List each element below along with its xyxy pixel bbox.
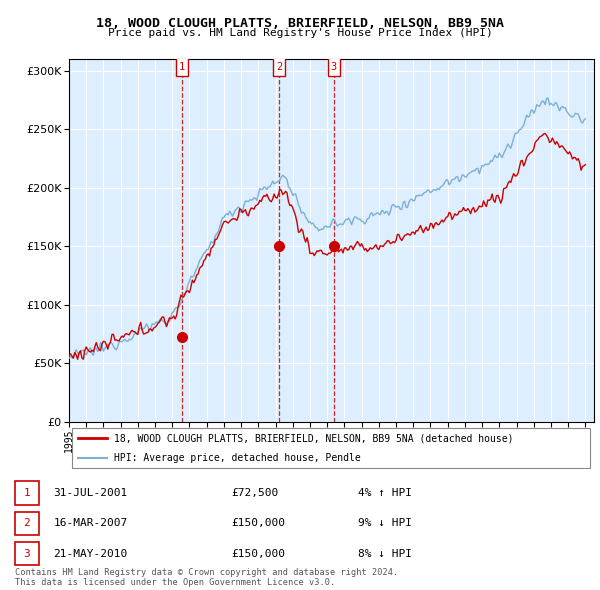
FancyBboxPatch shape	[273, 57, 285, 76]
FancyBboxPatch shape	[15, 512, 39, 535]
Text: £150,000: £150,000	[231, 549, 285, 559]
FancyBboxPatch shape	[176, 57, 188, 76]
Text: £72,500: £72,500	[231, 489, 278, 498]
Text: £150,000: £150,000	[231, 519, 285, 529]
Text: 9% ↓ HPI: 9% ↓ HPI	[358, 519, 412, 529]
Text: Price paid vs. HM Land Registry's House Price Index (HPI): Price paid vs. HM Land Registry's House …	[107, 28, 493, 38]
Text: 4% ↑ HPI: 4% ↑ HPI	[358, 489, 412, 498]
Text: 16-MAR-2007: 16-MAR-2007	[53, 519, 128, 529]
FancyBboxPatch shape	[328, 57, 340, 76]
Text: HPI: Average price, detached house, Pendle: HPI: Average price, detached house, Pend…	[113, 453, 361, 463]
Text: Contains HM Land Registry data © Crown copyright and database right 2024.: Contains HM Land Registry data © Crown c…	[15, 568, 398, 577]
Text: 1: 1	[179, 62, 185, 72]
Text: 3: 3	[23, 549, 31, 559]
Text: 1: 1	[23, 489, 31, 498]
FancyBboxPatch shape	[71, 428, 590, 468]
Text: 21-MAY-2010: 21-MAY-2010	[53, 549, 128, 559]
Text: This data is licensed under the Open Government Licence v3.0.: This data is licensed under the Open Gov…	[15, 578, 335, 588]
Text: 2: 2	[276, 62, 282, 72]
Text: 2: 2	[23, 519, 31, 529]
Text: 18, WOOD CLOUGH PLATTS, BRIERFIELD, NELSON, BB9 5NA: 18, WOOD CLOUGH PLATTS, BRIERFIELD, NELS…	[96, 17, 504, 30]
FancyBboxPatch shape	[15, 542, 39, 565]
Text: 3: 3	[331, 62, 337, 72]
FancyBboxPatch shape	[15, 481, 39, 505]
Text: 31-JUL-2001: 31-JUL-2001	[53, 489, 128, 498]
Text: 18, WOOD CLOUGH PLATTS, BRIERFIELD, NELSON, BB9 5NA (detached house): 18, WOOD CLOUGH PLATTS, BRIERFIELD, NELS…	[113, 433, 513, 443]
Text: 8% ↓ HPI: 8% ↓ HPI	[358, 549, 412, 559]
